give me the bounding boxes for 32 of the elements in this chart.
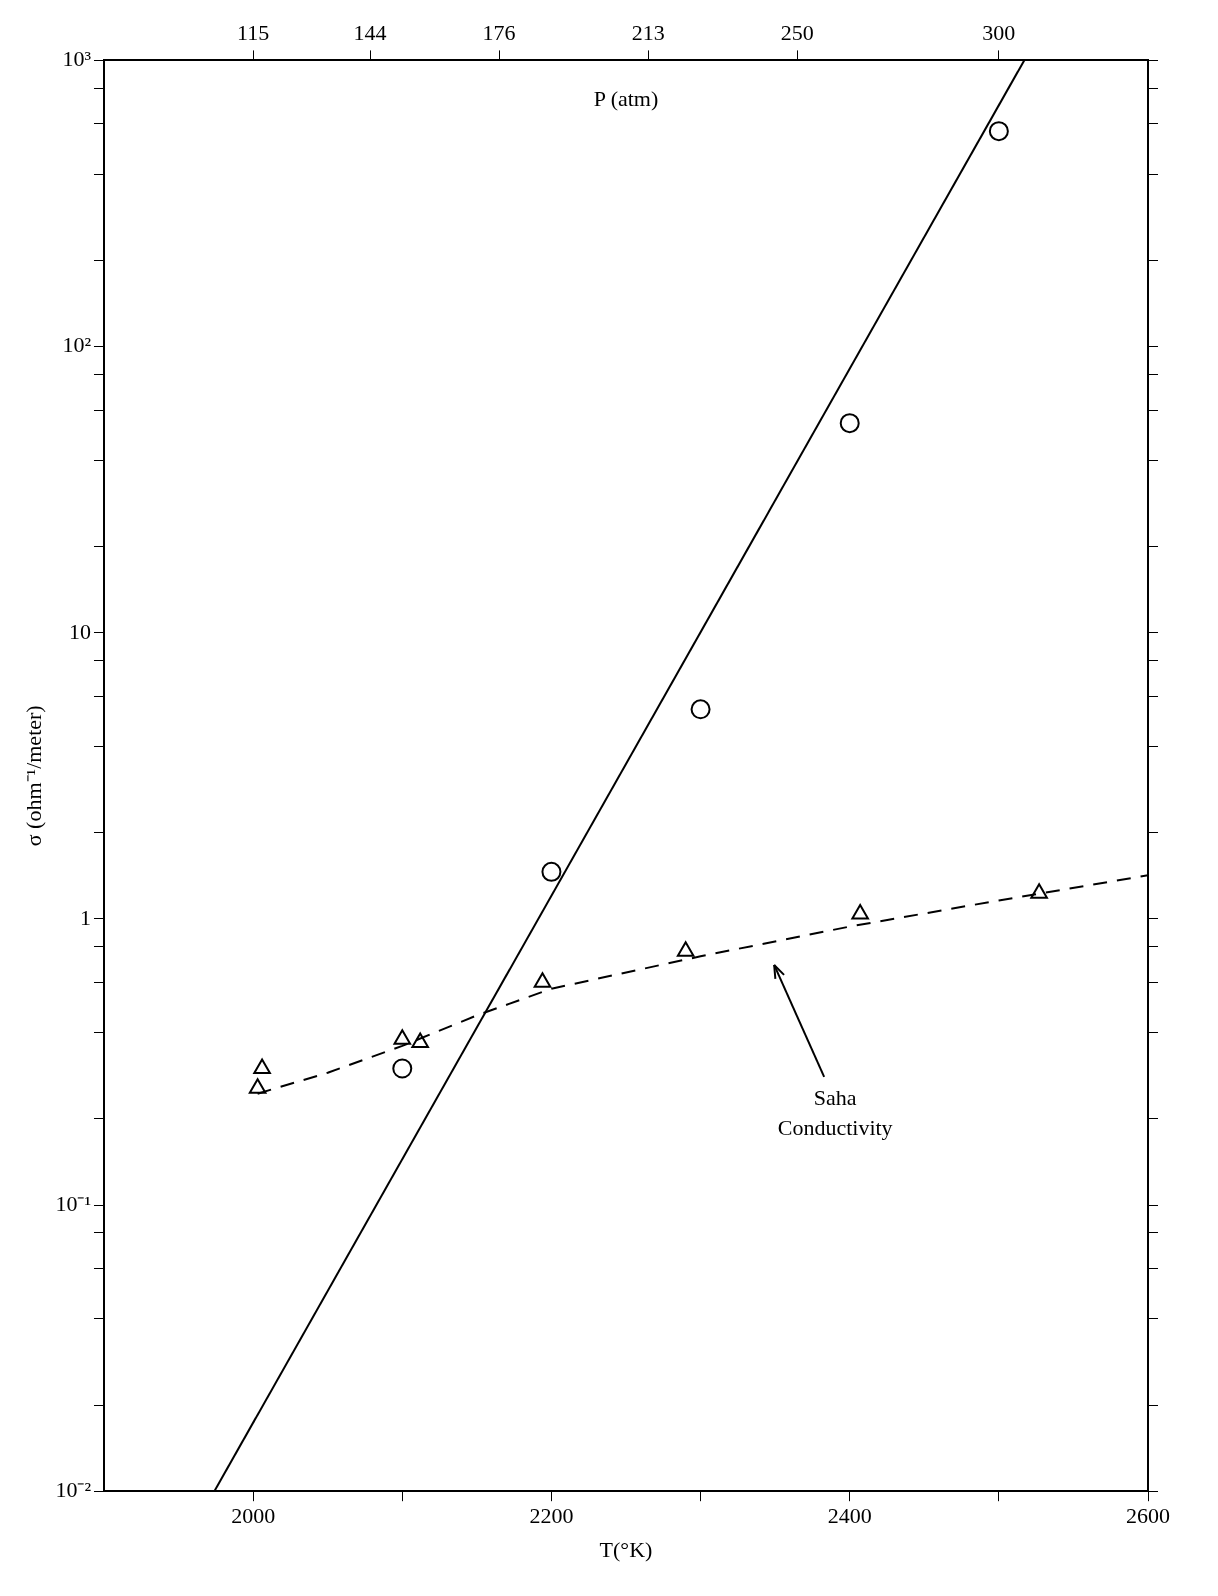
x2-axis-title: P (atm) [593, 86, 659, 112]
point [839, 413, 860, 434]
y-tick-label: 10⁻² [55, 1476, 92, 1502]
point [253, 1058, 271, 1075]
x2-tick-label: 250 [780, 19, 814, 45]
y-tick-label: 10 [69, 618, 91, 644]
x2-tick-label: 213 [631, 19, 665, 45]
y-axis-title: σ (ohm⁻¹/meter) [20, 705, 46, 847]
annotation: Saha Conductivity [777, 1084, 893, 1140]
point [248, 1078, 267, 1094]
point [988, 121, 1009, 142]
x-tick-label: 2200 [529, 1503, 574, 1529]
x-tick-label: 2400 [827, 1503, 872, 1529]
x-tick-label: 2600 [1126, 1503, 1170, 1529]
point [533, 972, 552, 988]
point [690, 699, 711, 720]
x-axis-title: T(°K) [599, 1536, 653, 1562]
y-tick-label: 10² [62, 332, 92, 358]
x2-tick-label: 115 [237, 19, 270, 45]
y-tick-label: 1 [80, 904, 91, 930]
point [676, 941, 695, 957]
x-tick-label: 2000 [231, 1503, 276, 1529]
x2-tick-label: 144 [353, 19, 387, 45]
x2-tick-label: 176 [482, 19, 516, 45]
point [411, 1032, 429, 1048]
x2-tick-label: 300 [982, 19, 1016, 45]
y-tick-label: 10³ [62, 46, 92, 72]
y-tick-label: 10⁻¹ [55, 1190, 91, 1216]
point [393, 1029, 412, 1045]
point [851, 904, 869, 920]
point [1030, 883, 1048, 899]
point [541, 861, 562, 882]
